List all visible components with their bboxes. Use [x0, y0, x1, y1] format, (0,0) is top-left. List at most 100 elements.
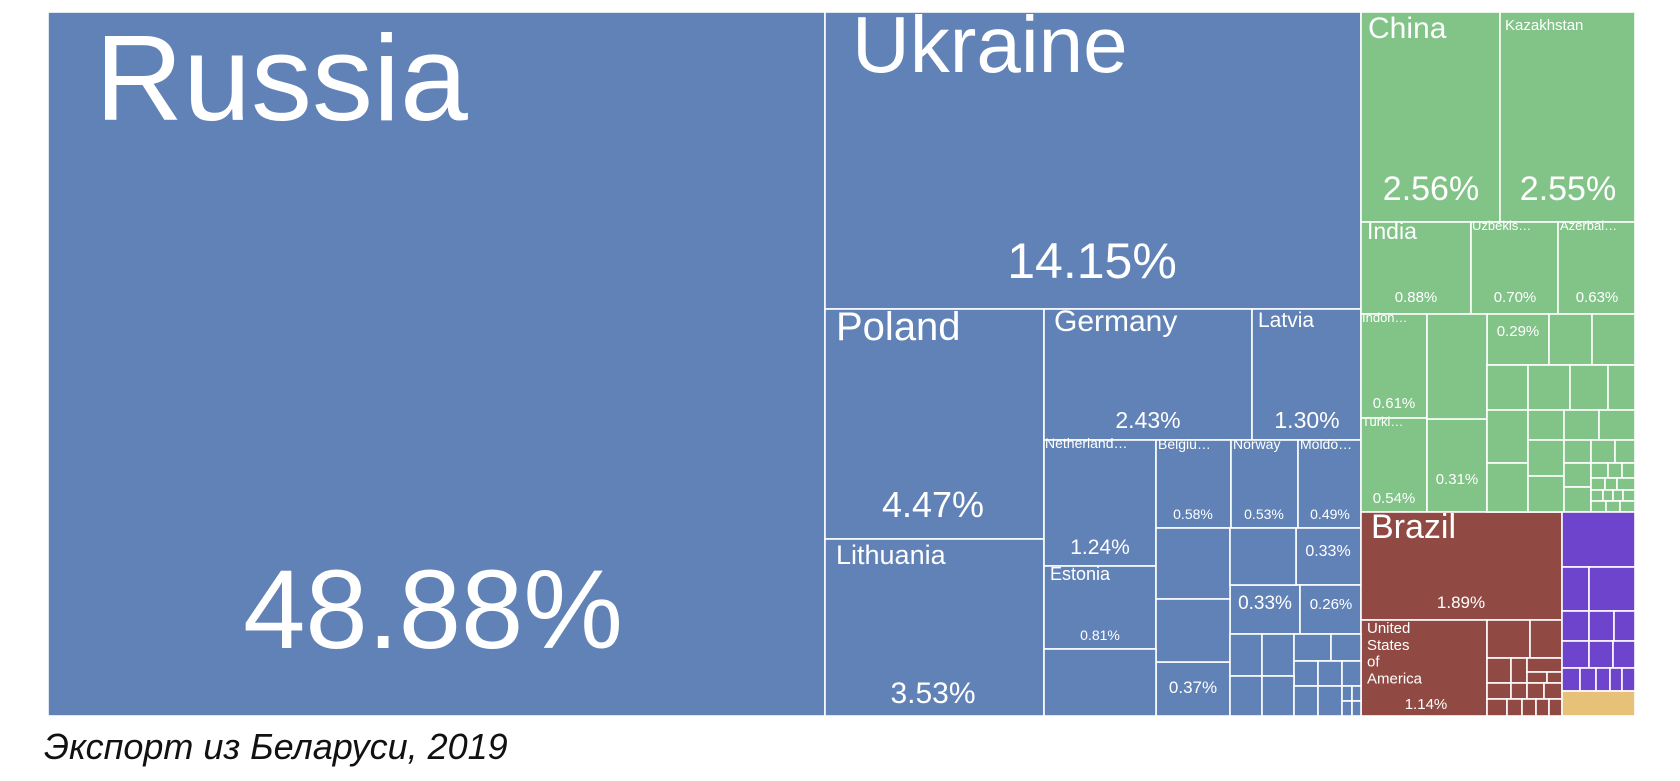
tile-unlabeled-13 — [1299, 584, 1362, 635]
tile-asia-small-45 — [1602, 489, 1614, 502]
tile-africa-small-77 — [1579, 667, 1597, 692]
tile-asia-small-29 — [1563, 409, 1600, 441]
tile-asia-small-19 — [1426, 313, 1488, 420]
tile-turki-name: Turki… — [1362, 414, 1403, 429]
tile-asia-small-50 — [1619, 500, 1636, 513]
tile-europe-small-11 — [1229, 675, 1263, 717]
tile-europe-small-1 — [1155, 598, 1231, 663]
tile-unlabeled-11 — [1295, 527, 1362, 586]
tile-europe-small-7 — [1330, 633, 1362, 662]
tile-asia-small-31 — [1527, 439, 1565, 477]
tile-russia — [47, 11, 826, 717]
tile-uzbekis-value: 0.70% — [1494, 289, 1537, 306]
tile-poland — [824, 308, 1045, 540]
tile-europe-small-2 — [1229, 527, 1297, 586]
tile-poland-value: 4.47% — [882, 484, 984, 525]
tile-asia-small-39 — [1607, 462, 1623, 479]
tile-americas-small-65 — [1535, 698, 1550, 717]
tile-united-states-of-america-value: 1.14% — [1405, 696, 1448, 713]
tile-unlabeled-11-value: 0.33% — [1305, 543, 1350, 560]
tile-asia-small-23 — [1527, 364, 1571, 411]
tile-moldo-name: Moldo… — [1300, 436, 1352, 452]
tile-unlabeled-22-value: 0.31% — [1436, 471, 1479, 488]
tile-brazil-value: 1.89% — [1437, 593, 1485, 612]
tile-africa-small-75 — [1612, 640, 1636, 669]
tile-africa-small-69 — [1588, 566, 1636, 612]
tile-ukraine — [824, 11, 1362, 310]
tile-indon-value: 0.61% — [1373, 395, 1416, 412]
tile-latvia-value: 1.30% — [1274, 407, 1339, 433]
tile-brazil-name: Brazil — [1371, 508, 1456, 546]
tile-americas-small-54 — [1510, 657, 1528, 684]
tile-africa-small-80 — [1621, 667, 1636, 692]
tile-uzbekis-name: Uzbekis… — [1472, 218, 1531, 233]
tile-china-name: China — [1368, 12, 1447, 45]
tile-europe-small-8 — [1293, 660, 1319, 687]
tile-americas-small-52 — [1529, 619, 1563, 659]
tile-ukraine-name: Ukraine — [852, 0, 1128, 89]
tile-russia-value: 48.88% — [243, 547, 623, 672]
tile-asia-small-49 — [1605, 500, 1621, 513]
tile-netherland-name: Netherland… — [1045, 435, 1128, 451]
tile-europe-small-4 — [1229, 633, 1263, 677]
tile-norway — [1230, 439, 1299, 529]
tile-africa-small-76 — [1561, 667, 1581, 692]
tile-asia-small-48 — [1590, 500, 1607, 513]
tile-turki — [1360, 417, 1428, 513]
tile-germany — [1043, 308, 1253, 441]
tile-united-states-of-america-name: United States of America — [1367, 620, 1423, 687]
tile-unlabeled-12-value: 0.33% — [1238, 593, 1292, 614]
tile-belgiu-value: 0.58% — [1173, 506, 1213, 522]
tile-india-value: 0.88% — [1395, 289, 1438, 306]
tile-africa-small-72 — [1613, 610, 1636, 642]
tile-americas-small-62 — [1486, 698, 1508, 717]
tile-asia-small-40 — [1621, 462, 1636, 479]
tile-americas-small-58 — [1486, 682, 1512, 700]
tile-netherland-value: 1.24% — [1070, 536, 1130, 559]
tile-asia-small-36 — [1563, 462, 1592, 488]
tile-unlabeled-14-value: 0.37% — [1169, 678, 1217, 697]
tile-estonia — [1043, 565, 1157, 650]
tile-americas-small-56 — [1526, 671, 1548, 684]
tile-africa-small-70 — [1561, 610, 1590, 642]
tile-africa-small-71 — [1588, 610, 1615, 642]
tile-china — [1360, 11, 1501, 223]
tile-oceania-small-81 — [1561, 690, 1636, 717]
tile-asia-small-21 — [1591, 313, 1636, 366]
tile-europe-small-13 — [1293, 685, 1319, 717]
tile-asia-small-43 — [1616, 477, 1636, 491]
tile-india-name: India — [1367, 218, 1417, 244]
tile-united-states-of-america — [1360, 619, 1488, 717]
tile-asia-small-46 — [1612, 489, 1624, 502]
tile-indon — [1360, 313, 1428, 419]
tile-unlabeled-23 — [1486, 313, 1550, 366]
tile-unlabeled-23-value: 0.29% — [1497, 323, 1540, 340]
tile-india — [1360, 221, 1472, 315]
chart-caption: Экспорт из Беларуси, 2019 — [44, 726, 508, 767]
tile-europe-small-6 — [1293, 633, 1332, 662]
tile-europe-small-5 — [1261, 633, 1295, 677]
tile-moldo-value: 0.49% — [1310, 506, 1350, 522]
tile-lithuania — [824, 538, 1045, 717]
tile-kazakhstan-name: Kazakhstan — [1505, 17, 1583, 34]
tile-asia-small-44 — [1590, 489, 1604, 502]
tile-asia-small-26 — [1486, 409, 1529, 464]
tile-asia-small-22 — [1486, 364, 1529, 411]
tile-russia-name: Russia — [95, 10, 468, 146]
tile-europe-small-15 — [1341, 685, 1353, 702]
tile-germany-name: Germany — [1054, 305, 1177, 338]
tile-asia-small-27 — [1486, 462, 1529, 513]
tile-europe-small-16 — [1351, 685, 1362, 702]
tile-americas-small-63 — [1506, 698, 1523, 717]
tile-asia-small-24 — [1569, 364, 1609, 411]
tile-asia-small-35 — [1614, 439, 1636, 464]
tile-africa-small-67 — [1561, 511, 1636, 568]
tile-kazakhstan — [1499, 11, 1636, 223]
tile-americas-small-51 — [1486, 619, 1531, 659]
tile-china-value: 2.56% — [1383, 170, 1479, 208]
tile-europe-small-18 — [1351, 700, 1362, 717]
tile-americas-small-61 — [1543, 682, 1563, 700]
tile-europe-small-14 — [1317, 685, 1343, 717]
tile-americas-small-66 — [1548, 698, 1563, 717]
tile-estonia-name: Estonia — [1050, 564, 1111, 584]
